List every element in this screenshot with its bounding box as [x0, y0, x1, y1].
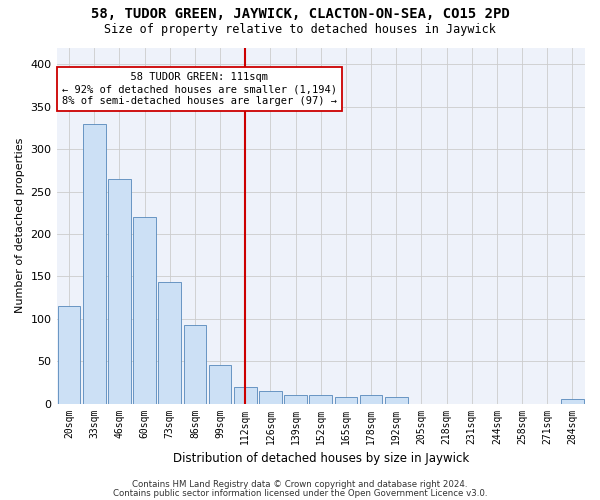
- Bar: [259, 391, 282, 404]
- X-axis label: Distribution of detached houses by size in Jaywick: Distribution of detached houses by size …: [173, 452, 469, 465]
- Bar: [209, 366, 232, 404]
- Bar: [58, 306, 80, 404]
- Bar: [360, 395, 382, 404]
- Bar: [158, 282, 181, 404]
- Bar: [385, 397, 407, 404]
- Text: 58, TUDOR GREEN, JAYWICK, CLACTON-ON-SEA, CO15 2PD: 58, TUDOR GREEN, JAYWICK, CLACTON-ON-SEA…: [91, 8, 509, 22]
- Text: 58 TUDOR GREEN: 111sqm  
← 92% of detached houses are smaller (1,194)
8% of semi: 58 TUDOR GREEN: 111sqm ← 92% of detached…: [62, 72, 337, 106]
- Bar: [335, 397, 357, 404]
- Text: Contains public sector information licensed under the Open Government Licence v3: Contains public sector information licen…: [113, 488, 487, 498]
- Y-axis label: Number of detached properties: Number of detached properties: [15, 138, 25, 313]
- Bar: [184, 324, 206, 404]
- Bar: [133, 217, 156, 404]
- Bar: [234, 386, 257, 404]
- Bar: [310, 395, 332, 404]
- Bar: [83, 124, 106, 404]
- Bar: [561, 400, 584, 404]
- Text: Contains HM Land Registry data © Crown copyright and database right 2024.: Contains HM Land Registry data © Crown c…: [132, 480, 468, 489]
- Text: Size of property relative to detached houses in Jaywick: Size of property relative to detached ho…: [104, 22, 496, 36]
- Bar: [284, 395, 307, 404]
- Bar: [108, 179, 131, 404]
